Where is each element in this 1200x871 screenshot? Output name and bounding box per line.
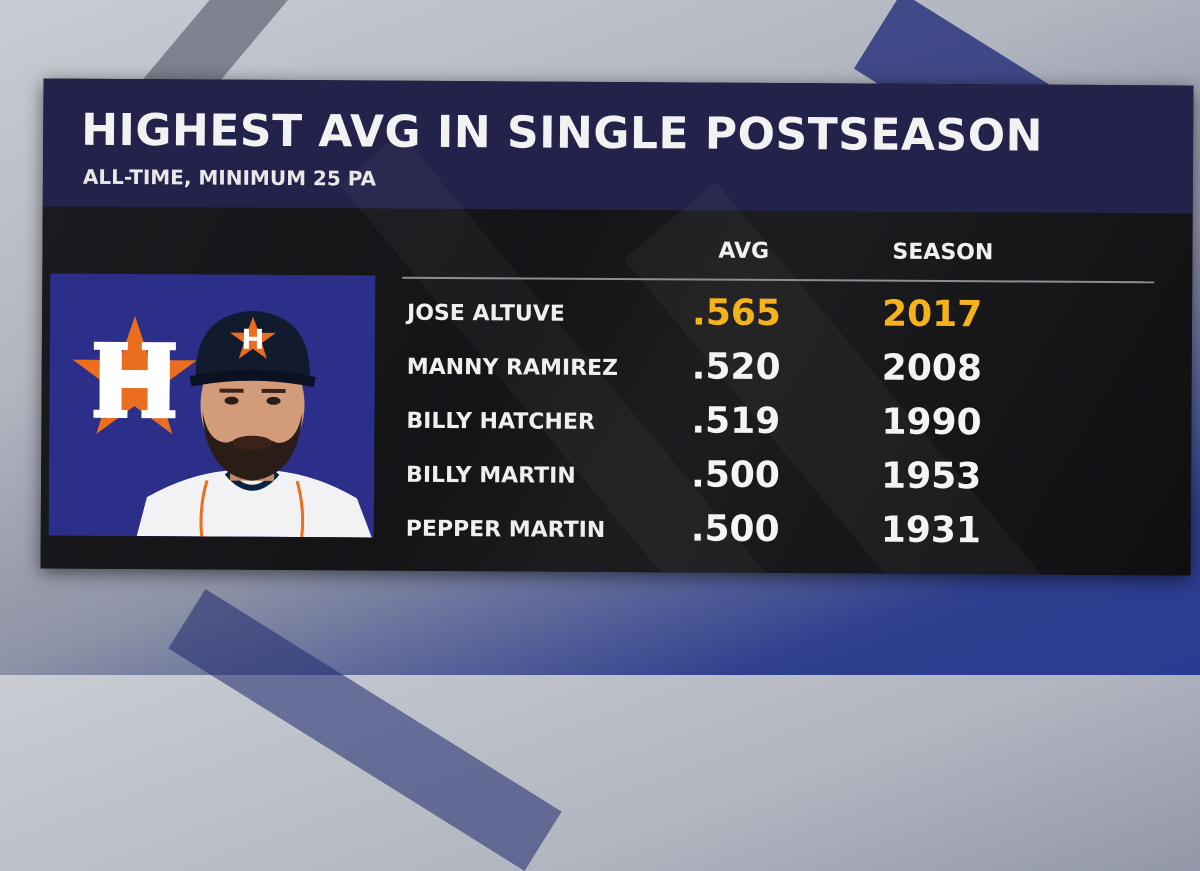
table-row: JOSE ALTUVE .565 2017 [402, 289, 1162, 344]
avg-value: .500 [690, 508, 780, 550]
player-headshot-image [136, 310, 372, 538]
avg-value: .500 [690, 454, 781, 496]
season-value: 2008 [881, 347, 983, 390]
season-value: 2017 [881, 293, 983, 336]
column-header-avg: AVG [718, 238, 770, 264]
season-value: 1990 [881, 401, 982, 444]
column-header-season: SEASON [892, 239, 994, 266]
avg-value: .565 [691, 292, 782, 335]
player-name: BILLY HATCHER [406, 408, 595, 435]
player-name: MANNY RAMIREZ [406, 354, 619, 382]
stat-graphic-panel: HIGHEST AVG IN SINGLE POSTSEASON ALL-TIM… [40, 78, 1194, 576]
player-name: BILLY MARTIN [406, 462, 576, 489]
season-value: 1953 [880, 455, 982, 498]
background-stripe [168, 589, 562, 871]
avg-value: .520 [691, 346, 781, 388]
table-row: BILLY MARTIN .500 1953 [401, 451, 1161, 506]
player-name: PEPPER MARTIN [405, 516, 606, 543]
graphic-subtitle: ALL-TIME, MINIMUM 25 PA [82, 164, 377, 191]
player-photo-box [48, 273, 376, 538]
graphic-header: HIGHEST AVG IN SINGLE POSTSEASON ALL-TIM… [42, 78, 1194, 214]
table-row: PEPPER MARTIN .500 1931 [401, 505, 1161, 560]
astros-logo-icon [72, 316, 197, 435]
table-row: MANNY RAMIREZ .520 2008 [402, 343, 1162, 398]
graphic-title: HIGHEST AVG IN SINGLE POSTSEASON [81, 104, 1044, 162]
avg-value: .519 [691, 400, 781, 442]
season-value: 1931 [880, 509, 982, 552]
table-row: BILLY HATCHER .519 1990 [401, 397, 1161, 452]
player-name: JOSE ALTUVE [407, 300, 565, 327]
